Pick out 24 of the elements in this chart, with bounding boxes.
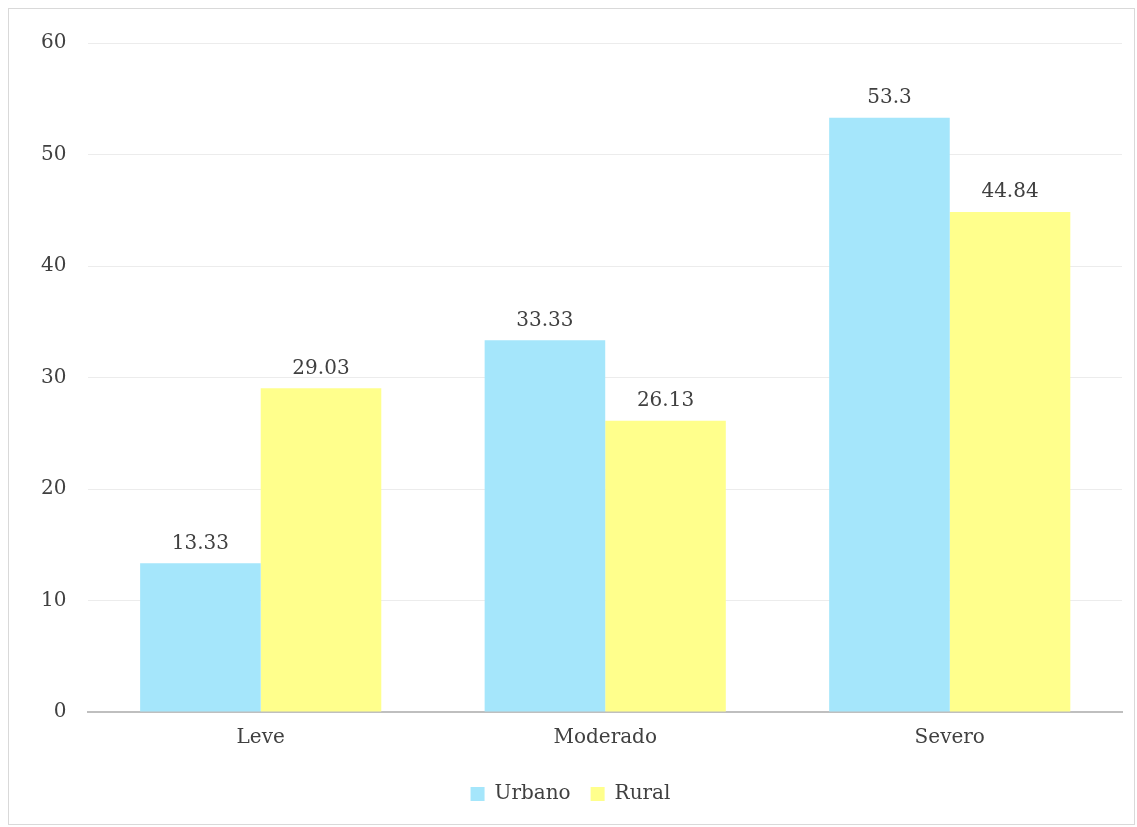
data-label: 33.33 [516, 306, 574, 331]
data-label: 44.84 [981, 178, 1039, 203]
y-tick-label: 20 [41, 475, 67, 500]
y-tick-label: 0 [53, 698, 67, 723]
y-tick-label: 30 [41, 363, 67, 388]
bar [484, 340, 606, 712]
y-tick-label: 10 [41, 586, 67, 611]
bar [140, 563, 261, 712]
x-tick-label: Severo [914, 724, 985, 749]
bar [260, 388, 382, 712]
data-label: 53.3 [867, 83, 912, 108]
legend-label: Urbano [494, 780, 571, 805]
bar [829, 117, 950, 712]
legend-label: Rural [614, 780, 671, 805]
bar [605, 420, 726, 712]
x-tick-label: Leve [236, 724, 285, 749]
x-tick-label: Moderado [553, 724, 657, 749]
data-label: 29.03 [292, 354, 350, 379]
y-tick-label: 60 [41, 29, 67, 54]
y-tick-label: 50 [41, 140, 67, 165]
data-label: 26.13 [636, 386, 695, 411]
y-tick-label: 40 [41, 252, 67, 277]
bar [949, 212, 1071, 712]
data-label: 13.33 [171, 529, 230, 554]
